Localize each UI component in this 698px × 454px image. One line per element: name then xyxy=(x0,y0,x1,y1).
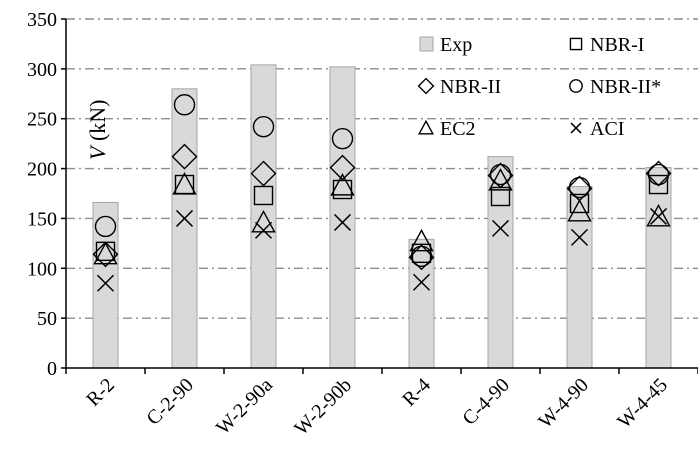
y-tick-label: 0 xyxy=(47,358,57,380)
legend-nbr-ii--swatch xyxy=(569,79,583,93)
x-tick-label: W-4-45 xyxy=(613,374,672,433)
legend-aci-label: ACI xyxy=(590,118,624,140)
y-tick-label: 150 xyxy=(27,208,57,230)
y-axis-label: V (kN) xyxy=(85,100,110,161)
legend: Exp NBR-I NBR-II NBR-II* EC2 ACI xyxy=(417,34,661,140)
x-tick-label: C-4-90 xyxy=(458,374,514,430)
legend-ec2-swatch xyxy=(418,119,434,135)
y-tick-label: 300 xyxy=(27,59,57,81)
marker-nbr-ii- xyxy=(331,127,354,150)
marker-nbr-ii xyxy=(329,154,356,181)
legend-nbr-ii-label: NBR-II xyxy=(440,76,501,98)
y-tick-label: 250 xyxy=(27,109,57,131)
legend-nbr-ii--label: NBR-II* xyxy=(590,76,661,98)
legend-ec2-label: EC2 xyxy=(440,118,476,140)
marker-aci xyxy=(96,274,115,292)
y-tick-label: 100 xyxy=(27,258,57,280)
legend-nbr-ii-swatch xyxy=(417,77,435,95)
x-tick-labels: R-2 C-2-90 W-2-90a W-2-90b R-4 C-4-90 W-4-90 W-… xyxy=(82,374,672,440)
x-tick-label: R-4 xyxy=(398,374,435,411)
marker-nbr-ii- xyxy=(94,215,117,238)
y-tick-label: 350 xyxy=(27,9,57,31)
bar-exp xyxy=(329,66,356,369)
legend-nbr-i-swatch xyxy=(569,37,583,51)
y-tick-label: 50 xyxy=(37,308,57,330)
marker-aci xyxy=(175,209,194,227)
marker-nbr-ii- xyxy=(647,163,670,186)
marker-nbr-ii- xyxy=(410,245,433,268)
x-tick-label: R-2 xyxy=(82,374,119,411)
marker-nbr-i xyxy=(569,193,590,214)
legend-nbr-i-label: NBR-I xyxy=(590,34,644,56)
markers xyxy=(92,94,672,292)
bar-exp xyxy=(92,201,119,369)
bar-exp xyxy=(171,88,198,369)
marker-nbr-ii- xyxy=(173,94,196,116)
marker-aci xyxy=(491,219,510,237)
grid-lines xyxy=(66,18,698,319)
marker-ec2 xyxy=(172,172,197,195)
marker-ec2 xyxy=(488,168,513,191)
marker-ec2 xyxy=(330,173,355,196)
bars xyxy=(92,64,672,369)
bar-exp xyxy=(645,167,672,369)
y-tick-labels: 0 50 100 150 200 250 300 350 xyxy=(27,9,57,380)
marker-aci xyxy=(570,228,589,246)
marker-aci xyxy=(412,273,431,291)
marker-nbr-ii xyxy=(487,162,514,189)
marker-nbr-ii xyxy=(171,143,198,170)
marker-aci xyxy=(254,221,273,239)
legend-exp-label: Exp xyxy=(440,34,472,56)
marker-nbr-ii- xyxy=(489,163,512,186)
bar-exp xyxy=(250,64,277,369)
x-tick-label: C-2-90 xyxy=(142,374,198,430)
x-tick-label: W-2-90b xyxy=(290,374,356,440)
marker-ec2 xyxy=(646,203,671,227)
marker-ec2 xyxy=(93,241,118,265)
y-tick-label: 200 xyxy=(27,159,57,181)
marker-nbr-ii xyxy=(250,160,277,187)
y-axis-variable: V xyxy=(85,144,110,160)
marker-nbr-i xyxy=(648,174,669,195)
marker-ec2 xyxy=(567,198,592,222)
x-tick-label: W-2-90a xyxy=(212,374,277,439)
bar-exp xyxy=(566,186,593,369)
marker-nbr-ii- xyxy=(568,176,591,199)
y-axis-unit: (kN) xyxy=(85,100,110,147)
marker-ec2 xyxy=(409,228,434,252)
legend-exp-swatch xyxy=(419,36,434,52)
marker-nbr-ii- xyxy=(252,115,275,138)
marker-nbr-ii xyxy=(92,241,119,268)
legend-aci-swatch xyxy=(570,122,582,134)
axes xyxy=(61,18,698,374)
marker-ec2 xyxy=(251,209,276,233)
marker-aci xyxy=(333,213,352,231)
marker-nbr-ii xyxy=(408,244,435,271)
y-axis-label-text: V (kN) xyxy=(85,100,110,161)
x-tick-label: W-4-90 xyxy=(534,374,593,433)
marker-aci xyxy=(649,207,668,225)
